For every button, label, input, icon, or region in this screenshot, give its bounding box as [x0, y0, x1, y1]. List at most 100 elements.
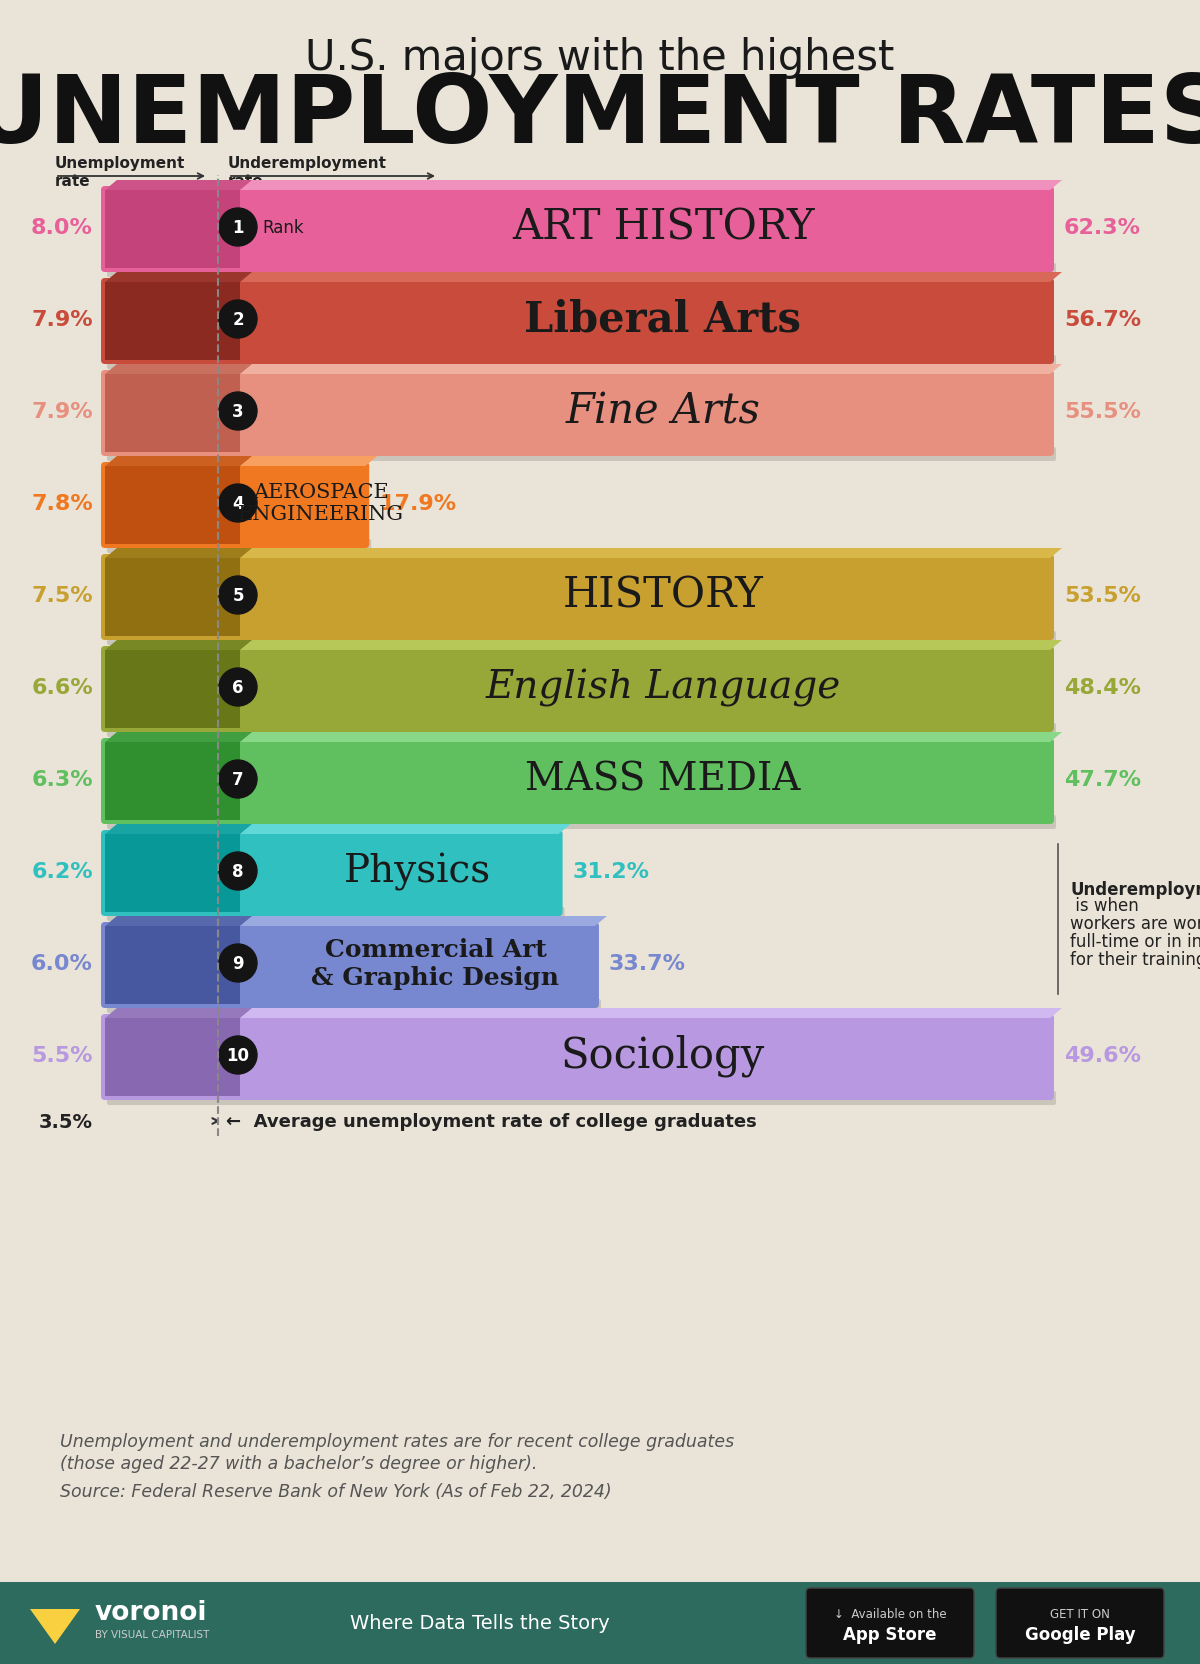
Text: Sociology: Sociology [560, 1033, 766, 1077]
Text: Commercial Art
& Graphic Design: Commercial Art & Graphic Design [312, 937, 559, 990]
Text: 4: 4 [232, 494, 244, 513]
Text: 6.2%: 6.2% [31, 862, 94, 882]
Text: for their training: for their training [1070, 950, 1200, 968]
Text: Physics: Physics [343, 852, 491, 890]
Polygon shape [106, 824, 252, 835]
Text: 6.6%: 6.6% [31, 677, 94, 697]
Text: 2: 2 [232, 311, 244, 329]
Text: 33.7%: 33.7% [608, 953, 686, 973]
FancyBboxPatch shape [101, 1015, 1054, 1100]
Polygon shape [106, 456, 377, 466]
Circle shape [220, 484, 257, 522]
Text: Fine Arts: Fine Arts [565, 391, 761, 433]
Text: 49.6%: 49.6% [1064, 1045, 1141, 1065]
Text: 5: 5 [233, 587, 244, 604]
Text: 7: 7 [232, 770, 244, 789]
Bar [106, 927, 240, 1005]
Text: HISTORY: HISTORY [563, 574, 763, 617]
Text: U.S. majors with the highest: U.S. majors with the highest [305, 37, 895, 78]
Polygon shape [106, 1008, 252, 1018]
Polygon shape [106, 181, 1062, 191]
Text: 48.4%: 48.4% [1064, 677, 1141, 697]
Polygon shape [106, 1008, 1062, 1018]
Bar [106, 374, 240, 453]
FancyBboxPatch shape [107, 724, 1056, 737]
Text: 5.5%: 5.5% [31, 1045, 94, 1065]
Bar [0, 1582, 1200, 1664]
FancyBboxPatch shape [101, 922, 599, 1008]
Text: 47.7%: 47.7% [1064, 769, 1141, 789]
FancyBboxPatch shape [107, 815, 1056, 829]
Text: rate: rate [228, 175, 264, 190]
Text: Underemployment: Underemployment [228, 156, 386, 171]
Text: ↓  Available on the: ↓ Available on the [834, 1607, 947, 1621]
Text: AEROSPACE
ENGINEERING: AEROSPACE ENGINEERING [238, 483, 403, 524]
Text: 6: 6 [233, 679, 244, 697]
FancyBboxPatch shape [101, 371, 1054, 456]
Bar [106, 651, 240, 729]
Polygon shape [106, 641, 1062, 651]
Text: ART HISTORY: ART HISTORY [511, 206, 815, 250]
Polygon shape [106, 273, 1062, 283]
FancyBboxPatch shape [101, 280, 1054, 364]
Text: 56.7%: 56.7% [1064, 310, 1141, 329]
Text: (those aged 22-27 with a bachelor’s degree or higher).: (those aged 22-27 with a bachelor’s degr… [60, 1454, 538, 1473]
FancyBboxPatch shape [107, 448, 1056, 461]
Text: GET IT ON: GET IT ON [1050, 1607, 1110, 1621]
FancyBboxPatch shape [107, 265, 1056, 278]
Polygon shape [106, 549, 1062, 559]
Text: 3.5%: 3.5% [38, 1112, 94, 1132]
FancyBboxPatch shape [806, 1587, 974, 1657]
FancyBboxPatch shape [107, 907, 565, 922]
Text: 1: 1 [233, 220, 244, 236]
Bar [106, 559, 240, 637]
FancyBboxPatch shape [101, 186, 1054, 273]
Text: 3: 3 [232, 403, 244, 421]
Text: 31.2%: 31.2% [572, 862, 649, 882]
FancyBboxPatch shape [107, 1092, 1056, 1105]
Text: UNEMPLOYMENT RATES: UNEMPLOYMENT RATES [0, 72, 1200, 163]
Text: 62.3%: 62.3% [1064, 218, 1141, 238]
Circle shape [220, 945, 257, 982]
Text: workers are working less than: workers are working less than [1070, 915, 1200, 932]
Text: 7.8%: 7.8% [31, 494, 94, 514]
Text: 53.5%: 53.5% [1064, 586, 1141, 606]
Text: full-time or in insufficient jobs: full-time or in insufficient jobs [1070, 932, 1200, 950]
Text: Underemployment: Underemployment [1070, 880, 1200, 899]
FancyBboxPatch shape [107, 356, 1056, 369]
Text: 55.5%: 55.5% [1064, 401, 1141, 421]
Circle shape [220, 1037, 257, 1075]
Text: 17.9%: 17.9% [379, 494, 456, 514]
FancyBboxPatch shape [107, 1000, 601, 1013]
Bar [106, 835, 240, 912]
Polygon shape [106, 732, 1062, 742]
Text: 8.0%: 8.0% [31, 218, 94, 238]
Text: is when: is when [1070, 897, 1139, 915]
Polygon shape [30, 1609, 80, 1644]
Text: MASS MEDIA: MASS MEDIA [526, 760, 800, 799]
Bar [106, 742, 240, 820]
Polygon shape [106, 824, 571, 835]
Text: Source: Federal Reserve Bank of New York (As of Feb 22, 2024): Source: Federal Reserve Bank of New York… [60, 1483, 612, 1501]
FancyBboxPatch shape [101, 739, 1054, 824]
Polygon shape [106, 273, 252, 283]
Text: 6.0%: 6.0% [31, 953, 94, 973]
FancyBboxPatch shape [107, 632, 1056, 646]
Circle shape [220, 210, 257, 246]
Text: 8: 8 [233, 862, 244, 880]
Bar [106, 191, 240, 270]
Text: BY VISUAL CAPITALIST: BY VISUAL CAPITALIST [95, 1629, 209, 1639]
Circle shape [220, 577, 257, 614]
Text: App Store: App Store [844, 1626, 937, 1642]
Polygon shape [106, 917, 607, 927]
Polygon shape [106, 917, 252, 927]
Text: ←  Average unemployment rate of college graduates: ← Average unemployment rate of college g… [226, 1112, 757, 1130]
FancyBboxPatch shape [101, 647, 1054, 732]
Text: Unemployment and underemployment rates are for recent college graduates: Unemployment and underemployment rates a… [60, 1433, 734, 1449]
Text: Google Play: Google Play [1025, 1626, 1135, 1642]
Bar [106, 1018, 240, 1097]
FancyBboxPatch shape [107, 539, 371, 554]
Polygon shape [106, 549, 252, 559]
Circle shape [220, 760, 257, 799]
Text: 6.3%: 6.3% [31, 769, 94, 789]
